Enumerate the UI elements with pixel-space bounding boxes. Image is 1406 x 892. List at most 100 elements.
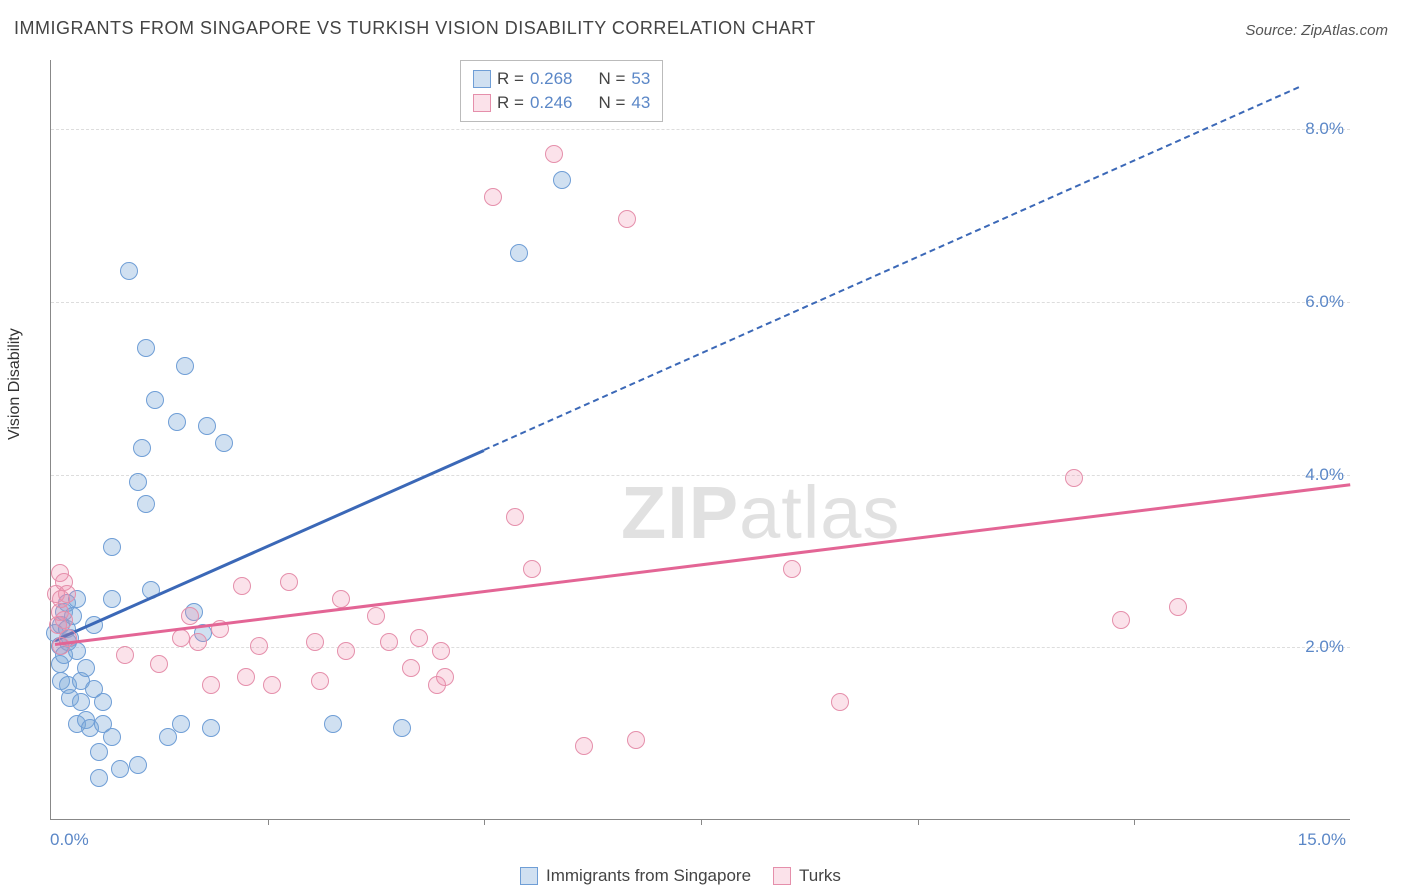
- scatter-point-singapore: [176, 357, 194, 375]
- source-name: ZipAtlas.com: [1301, 22, 1388, 39]
- scatter-point-turks: [627, 731, 645, 749]
- legend-n-value: 53: [631, 69, 650, 89]
- scatter-point-singapore: [133, 439, 151, 457]
- legend-n-label: N =: [598, 69, 625, 89]
- scatter-point-turks: [1112, 611, 1130, 629]
- gridline: [51, 129, 1350, 130]
- gridline: [51, 475, 1350, 476]
- scatter-point-singapore: [324, 715, 342, 733]
- scatter-point-singapore: [120, 262, 138, 280]
- chart-title: IMMIGRANTS FROM SINGAPORE VS TURKISH VIS…: [14, 18, 816, 39]
- scatter-point-turks: [172, 629, 190, 647]
- scatter-point-turks: [263, 676, 281, 694]
- scatter-point-turks: [1065, 469, 1083, 487]
- x-tick: [918, 819, 919, 825]
- scatter-point-singapore: [172, 715, 190, 733]
- scatter-point-turks: [150, 655, 168, 673]
- scatter-point-turks: [332, 590, 350, 608]
- scatter-point-turks: [380, 633, 398, 651]
- scatter-point-turks: [436, 668, 454, 686]
- legend-r-value: 0.246: [530, 93, 573, 113]
- legend-n-label: N =: [598, 93, 625, 113]
- scatter-point-turks: [1169, 598, 1187, 616]
- scatter-point-singapore: [90, 743, 108, 761]
- scatter-point-singapore: [146, 391, 164, 409]
- source-prefix: Source:: [1245, 22, 1297, 39]
- gridline: [51, 302, 1350, 303]
- scatter-point-turks: [250, 637, 268, 655]
- series-legend: Immigrants from Singapore Turks: [520, 866, 841, 886]
- y-tick-label: 2.0%: [1305, 637, 1344, 657]
- scatter-point-singapore: [90, 769, 108, 787]
- scatter-point-singapore: [94, 693, 112, 711]
- plot-area: ZIPatlas 2.0% 4.0% 6.0% 8.0%: [50, 60, 1350, 820]
- series-legend-item-singapore: Immigrants from Singapore: [520, 866, 751, 886]
- scatter-point-turks: [116, 646, 134, 664]
- series-label: Immigrants from Singapore: [546, 866, 751, 886]
- scatter-point-turks: [484, 188, 502, 206]
- x-axis-max-label: 15.0%: [1298, 830, 1346, 850]
- scatter-point-turks: [783, 560, 801, 578]
- scatter-point-singapore: [553, 171, 571, 189]
- legend-swatch-turks: [773, 867, 791, 885]
- scatter-point-singapore: [103, 590, 121, 608]
- x-axis-min-label: 0.0%: [50, 830, 89, 850]
- legend-r-label: R =: [497, 93, 524, 113]
- legend-r-value: 0.268: [530, 69, 573, 89]
- x-tick: [484, 819, 485, 825]
- series-label: Turks: [799, 866, 841, 886]
- x-tick: [268, 819, 269, 825]
- stats-legend-row-singapore: R = 0.268 N = 53: [473, 67, 650, 91]
- x-tick: [701, 819, 702, 825]
- watermark-zip: ZIP: [621, 471, 739, 554]
- source-attribution: Source: ZipAtlas.com: [1245, 22, 1388, 39]
- regression-line-singapore-dash: [484, 86, 1299, 451]
- scatter-point-singapore: [103, 538, 121, 556]
- scatter-point-singapore: [168, 413, 186, 431]
- scatter-point-turks: [410, 629, 428, 647]
- scatter-point-turks: [545, 145, 563, 163]
- scatter-point-turks: [831, 693, 849, 711]
- y-tick-label: 4.0%: [1305, 465, 1344, 485]
- scatter-point-turks: [367, 607, 385, 625]
- scatter-point-turks: [523, 560, 541, 578]
- stats-legend-row-turks: R = 0.246 N = 43: [473, 91, 650, 115]
- scatter-point-singapore: [137, 495, 155, 513]
- scatter-point-turks: [618, 210, 636, 228]
- scatter-point-turks: [233, 577, 251, 595]
- scatter-point-turks: [506, 508, 524, 526]
- x-tick: [1134, 819, 1135, 825]
- legend-n-value: 43: [631, 93, 650, 113]
- scatter-point-singapore: [393, 719, 411, 737]
- scatter-point-singapore: [129, 473, 147, 491]
- scatter-point-singapore: [202, 719, 220, 737]
- scatter-point-singapore: [77, 659, 95, 677]
- gridline: [51, 647, 1350, 648]
- legend-swatch-singapore: [520, 867, 538, 885]
- scatter-point-singapore: [510, 244, 528, 262]
- scatter-point-turks: [237, 668, 255, 686]
- scatter-point-turks: [181, 607, 199, 625]
- scatter-point-turks: [280, 573, 298, 591]
- scatter-point-turks: [311, 672, 329, 690]
- scatter-point-singapore: [198, 417, 216, 435]
- scatter-point-turks: [402, 659, 420, 677]
- scatter-point-singapore: [111, 760, 129, 778]
- scatter-point-singapore: [215, 434, 233, 452]
- watermark: ZIPatlas: [621, 470, 900, 555]
- scatter-point-singapore: [129, 756, 147, 774]
- scatter-point-turks: [337, 642, 355, 660]
- scatter-point-turks: [202, 676, 220, 694]
- scatter-point-turks: [55, 611, 73, 629]
- scatter-point-turks: [189, 633, 207, 651]
- legend-swatch-singapore: [473, 70, 491, 88]
- scatter-point-singapore: [103, 728, 121, 746]
- stats-legend: R = 0.268 N = 53 R = 0.246 N = 43: [460, 60, 663, 122]
- y-tick-label: 6.0%: [1305, 292, 1344, 312]
- scatter-point-turks: [58, 585, 76, 603]
- series-legend-item-turks: Turks: [773, 866, 841, 886]
- y-tick-label: 8.0%: [1305, 119, 1344, 139]
- legend-swatch-turks: [473, 94, 491, 112]
- legend-r-label: R =: [497, 69, 524, 89]
- y-axis-label: Vision Disability: [6, 328, 24, 440]
